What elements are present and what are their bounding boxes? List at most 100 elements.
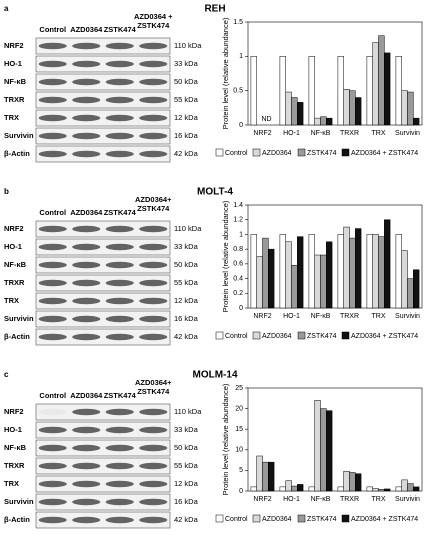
bar [320,254,327,309]
bar [401,479,408,492]
column-header: ZSTK474 [104,391,137,400]
blot-band [105,114,134,122]
legend-swatch [252,331,261,340]
legend-label: Control [225,150,248,157]
bar [297,484,304,492]
blot-band [38,498,67,506]
bar [372,42,379,126]
legend-swatch [215,148,224,157]
blot-band [105,261,134,269]
bar [372,488,379,492]
blot-strip [35,457,171,475]
kda-label: 42 kDa [174,149,199,158]
kda-label: 16 kDa [174,131,199,140]
kda-label: 16 kDa [174,314,199,323]
bar [349,90,356,126]
legend-label: ZSTK474 [307,333,337,340]
blot-band [105,42,134,50]
bar [279,234,286,309]
blot-band [139,150,168,158]
blot-band [72,78,101,86]
blot-band [38,516,67,524]
blot-band [38,60,67,68]
legend-swatch [297,148,306,157]
blot-strip [35,511,171,529]
blot-band [72,480,101,488]
blot-strip [35,238,171,256]
blot-band [72,444,101,452]
bar [378,236,385,309]
bar [337,234,344,309]
kda-label: 50 kDa [174,260,199,269]
y-tick-label: 1.4 [233,202,243,209]
panel-label: a [4,4,9,13]
blot-band [105,279,134,287]
bar [378,489,385,492]
bar [349,472,356,492]
blot-band [139,315,168,323]
bar [314,254,321,309]
bar [262,237,269,309]
bar [355,228,362,309]
blot-band [72,96,101,104]
bar [308,56,315,126]
blot-band [72,114,101,122]
blot-band [105,315,134,323]
bar [413,486,420,492]
blot-band [105,243,134,251]
protein-label: NRF2 [4,407,24,416]
bar [413,117,420,126]
blot-strip [35,220,171,238]
blot-band [105,516,134,524]
blot-band [38,279,67,287]
protein-label: Survivin [4,131,34,140]
legend-swatch [297,514,306,523]
kda-label: 33 kDa [174,242,199,251]
blot-strip [35,55,171,73]
legend-swatch [297,331,306,340]
kda-label: 55 kDa [174,461,199,470]
bar [250,234,257,309]
column-header: Control [39,391,66,400]
panel-title: MOLM-14 [193,370,238,381]
bar [326,410,333,492]
legend-label: Control [225,333,248,340]
x-tick-label: TRX [372,130,386,137]
legend-swatch [341,148,350,157]
bar [343,89,350,126]
y-tick-label: 10 [235,447,243,454]
blot-band [139,60,168,68]
blot-band [72,333,101,341]
blot-strip [35,475,171,493]
y-tick-label: 0.2 [233,290,243,297]
bar [349,237,356,309]
bar [250,56,257,126]
bar [250,486,257,492]
blot-band [139,408,168,416]
panel-label: c [4,370,9,379]
legend-label: AZD0364 [262,516,292,523]
kda-label: 16 kDa [174,497,199,506]
column-header: AZD0364+ [135,378,172,387]
blot-band [38,462,67,470]
blot-band [38,315,67,323]
kda-label: 42 kDa [174,332,199,341]
y-tick-label: 0.8 [233,246,243,253]
blot-band [105,444,134,452]
blot-band [105,333,134,341]
column-header: ZSTK474 [104,208,137,217]
panel-label: b [4,187,9,196]
protein-label: NRF2 [4,41,24,50]
blot-band [105,408,134,416]
blot-band [38,408,67,416]
column-header: ZSTK474 [137,387,170,396]
bar [285,91,292,126]
bar [279,56,286,126]
blot-band [72,426,101,434]
blot-band [72,243,101,251]
bar [291,485,298,492]
blot-band [72,261,101,269]
blot-band [72,408,101,416]
blot-band [105,225,134,233]
bar [314,400,321,492]
